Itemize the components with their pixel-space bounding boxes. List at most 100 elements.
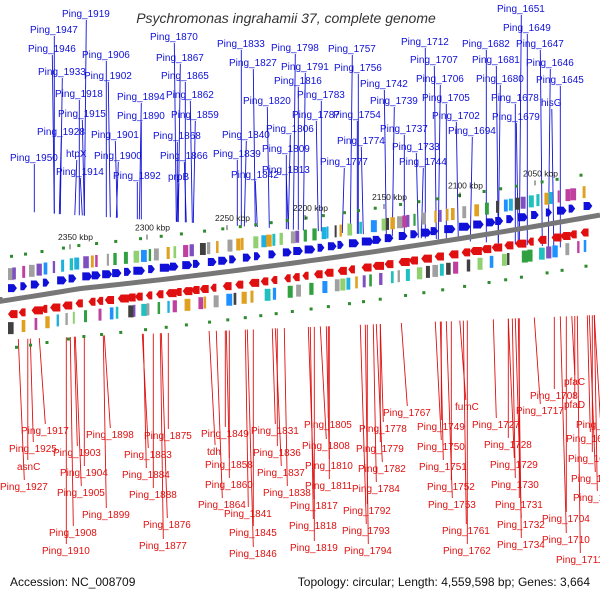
reverse-gene-arrow [8,310,18,319]
forward-gene-labels: Ping_1919Ping_1947Ping_1946Ping_1933Ping… [10,4,584,183]
reverse-label-line [434,321,442,441]
reverse-gene-label: Ping_1811 [305,481,353,492]
feature-band [45,316,50,329]
forward-gene-label: Ping_1919 [62,9,110,20]
reverse-gene-arrow [348,265,355,274]
reverse-gene-label: Ping_1838 [263,488,311,499]
reverse-gene-label: Ping_1696 [566,434,600,445]
feature-marker [15,345,18,349]
genome-title: Psychromonas ingrahamii 37, complete gen… [136,10,436,26]
reverse-gene-arrow [384,260,394,269]
reverse-gene-arrow [88,297,96,306]
feature-marker [259,314,263,318]
feature-band [583,239,587,252]
forward-gene-label: Ping_1870 [150,32,198,43]
forward-gene-label: Ping_1791 [281,62,329,73]
feature-band [462,206,467,219]
feature-band [466,259,471,272]
feature-band [106,253,109,266]
forward-gene-label: Ping_1816 [274,76,322,87]
reverse-label-line [586,315,591,433]
reverse-label-line [359,324,367,525]
reverse-gene-label: Ping_1905 [57,488,105,499]
feature-marker [504,278,508,282]
feature-marker [208,320,212,324]
forward-gene-arrow [557,206,567,215]
reverse-gene-arrow [117,294,129,303]
reverse-gene-arrow [18,308,26,317]
forward-label-line [176,182,180,222]
forward-gene-label: Ping_1712 [401,37,449,48]
reverse-gene-label: pfaC [564,377,585,388]
reverse-gene-arrow [434,252,444,261]
feature-band [502,253,507,266]
feature-band [355,276,358,289]
forward-label-line [254,180,258,228]
feature-marker [45,341,49,345]
reverse-gene-arrow [580,228,589,237]
forward-gene-arrow [473,220,484,229]
feature-marker [361,300,365,304]
feature-band [173,246,177,259]
feature-band [370,220,377,233]
feature-band [303,229,307,242]
reverse-label-line [73,336,78,447]
feature-band [548,192,553,205]
reverse-gene-label: Ping_1728 [484,440,532,451]
reverse-gene-label: Ping_1793 [342,526,390,537]
feature-marker [243,316,247,320]
forward-label-line [391,106,395,237]
forward-gene-label: Ping_1902 [84,71,132,82]
reverse-gene-label: Ping_1904 [60,468,108,479]
forward-label-line [79,177,83,216]
feature-band [216,241,219,254]
feature-band [557,190,560,203]
reverse-label-line [533,317,541,405]
feature-marker [417,200,421,204]
feature-band [213,295,219,308]
forward-gene-label: Ping_1757 [328,44,376,55]
reverse-gene-label: Ping_1782 [358,464,406,475]
reverse-label-line [103,335,111,429]
reverse-gene-label: Ping_1817 [290,501,338,512]
forward-gene-arrow [207,258,217,267]
feature-band [241,237,244,250]
feature-band [520,196,526,209]
forward-gene-arrow [444,225,456,234]
feature-marker [545,271,549,275]
feature-marker [321,214,325,218]
forward-label-line [58,137,62,215]
feature-marker [378,297,382,301]
feature-band [189,244,194,257]
feature-band [446,262,451,275]
feature-band [309,282,314,295]
reverse-label-line [576,315,581,554]
reverse-label-line [462,320,467,525]
reverse-label-line [375,324,383,463]
reverse-gene-arrow [481,245,492,254]
feature-band [52,261,56,274]
feature-marker [179,232,183,236]
forward-label-line [515,122,519,245]
feature-band [347,223,353,236]
feature-band [74,257,80,270]
feature-band [446,208,449,221]
forward-gene-arrow [348,239,360,248]
forward-gene-arrow [545,208,552,217]
feature-marker [290,310,294,314]
reverse-gene-arrow [182,287,193,296]
forward-gene-arrow [506,215,514,224]
reverse-gene-label: Ping_1888 [129,490,177,501]
feature-band [552,245,558,258]
reverse-gene-arrow [470,246,482,255]
forward-gene-label: Ping_1839 [213,149,261,160]
forward-gene-label: Ping_1679 [492,112,540,123]
reverse-gene-label: Ping_1927 [0,482,48,493]
reverse-label-line [274,328,282,467]
reverse-gene-label: Ping_1699 [571,474,600,485]
forward-gene-label: Ping_1900 [94,151,142,162]
forward-gene-arrow [192,259,200,268]
forward-gene-label: Ping_1754 [333,110,381,121]
forward-gene-label: Ping_1783 [297,90,345,101]
feature-marker [422,291,426,295]
